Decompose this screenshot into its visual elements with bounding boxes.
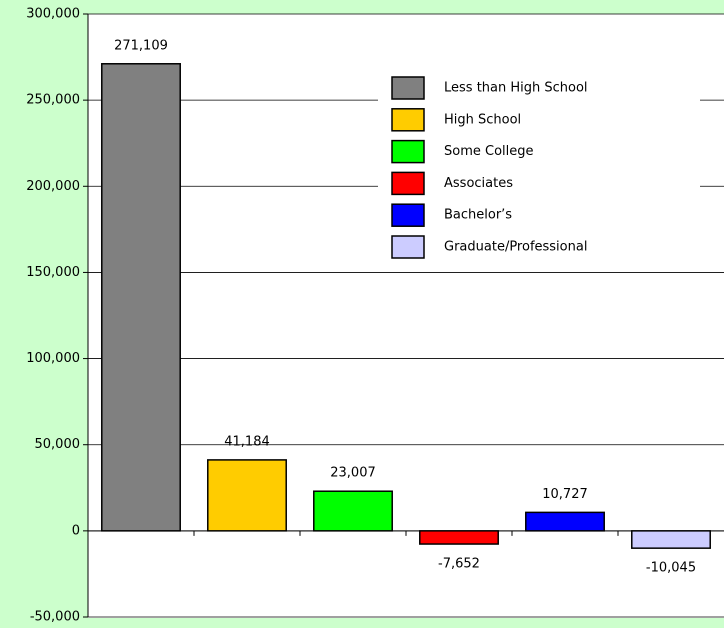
y-tick-label: 150,000 — [26, 265, 80, 280]
value-label: 41,184 — [224, 434, 270, 449]
legend-label: Associates — [444, 176, 513, 191]
legend-box — [378, 70, 700, 270]
y-tick-label: 50,000 — [35, 437, 81, 452]
bar — [101, 63, 181, 532]
legend-label: Bachelor’s — [444, 208, 512, 223]
legend-swatch — [391, 76, 425, 100]
bar — [313, 490, 393, 532]
legend-swatch — [391, 171, 425, 196]
value-label: -10,045 — [646, 561, 696, 576]
legend-swatch — [391, 235, 425, 259]
legend-swatch — [391, 108, 425, 132]
y-tick-label: -50,000 — [30, 610, 80, 625]
y-tick-label: 300,000 — [26, 7, 80, 22]
y-tick-label: 200,000 — [26, 179, 80, 194]
bar — [419, 530, 499, 545]
value-label: 23,007 — [330, 466, 376, 481]
value-label: -7,652 — [438, 557, 480, 572]
bar — [207, 459, 287, 532]
bar — [631, 530, 711, 549]
legend-swatch — [391, 203, 425, 227]
y-tick-label: 250,000 — [26, 93, 80, 108]
legend-label: Graduate/Professional — [444, 240, 587, 255]
legend-label: Less than High School — [444, 81, 588, 96]
legend-swatch — [391, 139, 425, 164]
value-label: 271,109 — [114, 38, 168, 53]
y-tick-label: 0 — [72, 523, 80, 538]
bar — [525, 511, 605, 532]
y-tick-label: 100,000 — [26, 351, 80, 366]
legend-label: High School — [444, 112, 521, 127]
legend-label: Some College — [444, 144, 534, 159]
value-label: 10,727 — [542, 487, 588, 502]
